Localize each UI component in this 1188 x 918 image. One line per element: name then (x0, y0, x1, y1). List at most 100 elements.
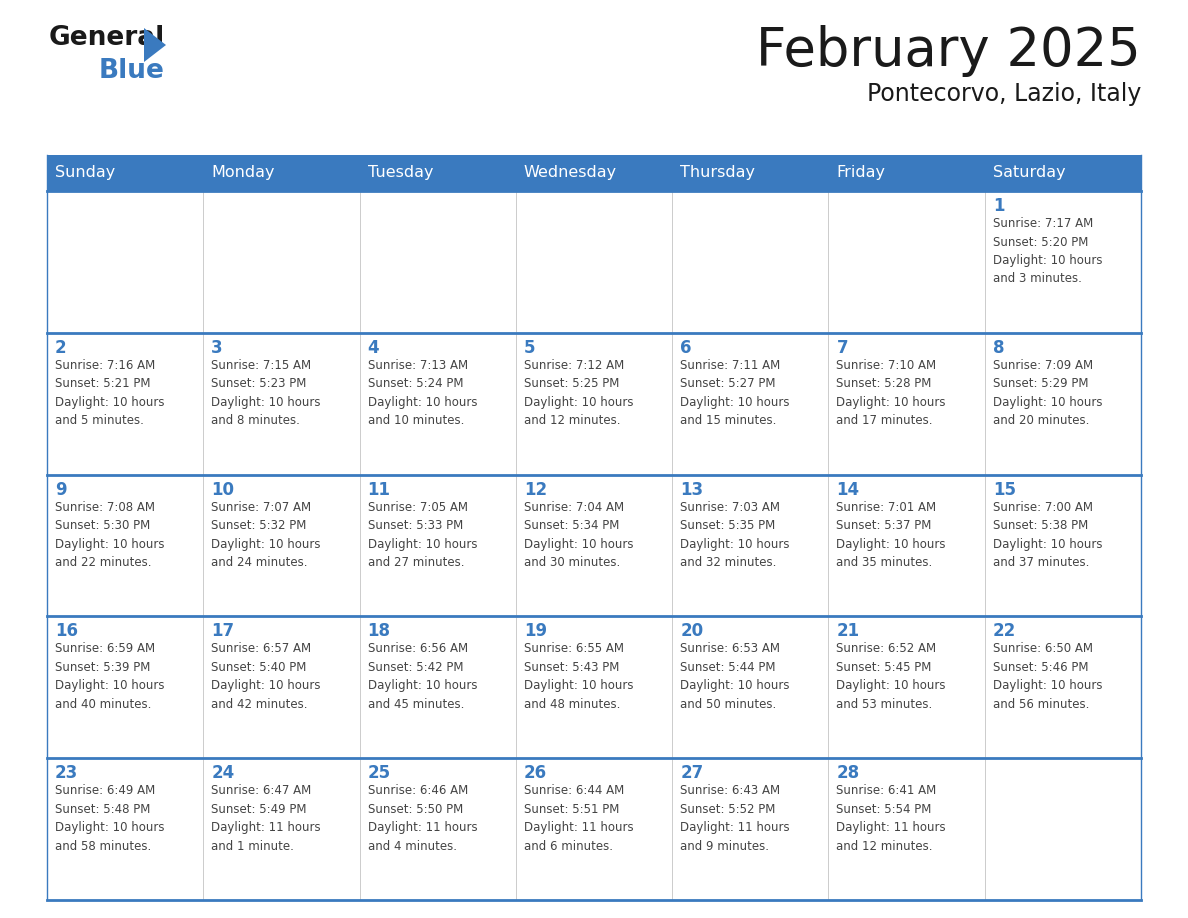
Bar (360, 475, 516, 616)
Text: Sunrise: 7:09 AM
Sunset: 5:29 PM
Daylight: 10 hours
and 20 minutes.: Sunrise: 7:09 AM Sunset: 5:29 PM Dayligh… (993, 359, 1102, 427)
Text: Sunrise: 7:05 AM
Sunset: 5:33 PM
Daylight: 10 hours
and 27 minutes.: Sunrise: 7:05 AM Sunset: 5:33 PM Dayligh… (367, 500, 478, 569)
Bar (985, 475, 1140, 616)
Text: Sunrise: 6:50 AM
Sunset: 5:46 PM
Daylight: 10 hours
and 56 minutes.: Sunrise: 6:50 AM Sunset: 5:46 PM Dayligh… (993, 643, 1102, 711)
Text: Sunrise: 7:12 AM
Sunset: 5:25 PM
Daylight: 10 hours
and 12 minutes.: Sunrise: 7:12 AM Sunset: 5:25 PM Dayligh… (524, 359, 633, 427)
Text: Sunrise: 7:01 AM
Sunset: 5:37 PM
Daylight: 10 hours
and 35 minutes.: Sunrise: 7:01 AM Sunset: 5:37 PM Dayligh… (836, 500, 946, 569)
Bar (360, 616, 516, 758)
Bar (516, 333, 672, 475)
Text: Sunrise: 6:44 AM
Sunset: 5:51 PM
Daylight: 11 hours
and 6 minutes.: Sunrise: 6:44 AM Sunset: 5:51 PM Dayligh… (524, 784, 633, 853)
Text: 8: 8 (993, 339, 1004, 357)
Text: Sunrise: 7:11 AM
Sunset: 5:27 PM
Daylight: 10 hours
and 15 minutes.: Sunrise: 7:11 AM Sunset: 5:27 PM Dayligh… (681, 359, 790, 427)
Text: 19: 19 (524, 622, 546, 641)
Bar (516, 155, 672, 191)
Text: Sunrise: 6:52 AM
Sunset: 5:45 PM
Daylight: 10 hours
and 53 minutes.: Sunrise: 6:52 AM Sunset: 5:45 PM Dayligh… (836, 643, 946, 711)
Text: Pontecorvo, Lazio, Italy: Pontecorvo, Lazio, Italy (866, 82, 1140, 106)
Bar (360, 155, 516, 191)
Text: Sunrise: 6:59 AM
Sunset: 5:39 PM
Daylight: 10 hours
and 40 minutes.: Sunrise: 6:59 AM Sunset: 5:39 PM Dayligh… (55, 643, 164, 711)
Bar (828, 475, 985, 616)
Text: February 2025: February 2025 (757, 25, 1140, 77)
Text: 7: 7 (836, 339, 848, 357)
Text: Blue: Blue (99, 58, 165, 84)
Text: Sunrise: 6:41 AM
Sunset: 5:54 PM
Daylight: 11 hours
and 12 minutes.: Sunrise: 6:41 AM Sunset: 5:54 PM Dayligh… (836, 784, 946, 853)
Bar (48, 616, 203, 758)
Bar (203, 475, 360, 616)
Text: Thursday: Thursday (681, 165, 756, 181)
Text: Sunrise: 7:10 AM
Sunset: 5:28 PM
Daylight: 10 hours
and 17 minutes.: Sunrise: 7:10 AM Sunset: 5:28 PM Dayligh… (836, 359, 946, 427)
Text: 26: 26 (524, 764, 546, 782)
Bar (985, 333, 1140, 475)
Text: 21: 21 (836, 622, 860, 641)
Bar (672, 155, 828, 191)
Bar (203, 155, 360, 191)
Text: 12: 12 (524, 481, 546, 498)
Bar (672, 616, 828, 758)
Text: Sunrise: 6:55 AM
Sunset: 5:43 PM
Daylight: 10 hours
and 48 minutes.: Sunrise: 6:55 AM Sunset: 5:43 PM Dayligh… (524, 643, 633, 711)
Text: 4: 4 (367, 339, 379, 357)
Bar (672, 191, 828, 333)
Text: 24: 24 (211, 764, 234, 782)
Text: 20: 20 (681, 622, 703, 641)
Text: 6: 6 (681, 339, 691, 357)
Bar (48, 155, 203, 191)
Bar (672, 758, 828, 900)
Text: 1: 1 (993, 197, 1004, 215)
Bar (203, 333, 360, 475)
Bar (48, 333, 203, 475)
Text: 22: 22 (993, 622, 1016, 641)
Text: 28: 28 (836, 764, 860, 782)
Text: 15: 15 (993, 481, 1016, 498)
Text: 23: 23 (55, 764, 78, 782)
Bar (48, 758, 203, 900)
Text: 5: 5 (524, 339, 536, 357)
Text: 14: 14 (836, 481, 860, 498)
Bar (360, 758, 516, 900)
Text: 17: 17 (211, 622, 234, 641)
Text: Sunrise: 6:47 AM
Sunset: 5:49 PM
Daylight: 11 hours
and 1 minute.: Sunrise: 6:47 AM Sunset: 5:49 PM Dayligh… (211, 784, 321, 853)
Text: Sunrise: 7:16 AM
Sunset: 5:21 PM
Daylight: 10 hours
and 5 minutes.: Sunrise: 7:16 AM Sunset: 5:21 PM Dayligh… (55, 359, 164, 427)
Text: 18: 18 (367, 622, 391, 641)
Bar (516, 616, 672, 758)
Text: Sunrise: 7:08 AM
Sunset: 5:30 PM
Daylight: 10 hours
and 22 minutes.: Sunrise: 7:08 AM Sunset: 5:30 PM Dayligh… (55, 500, 164, 569)
Text: 16: 16 (55, 622, 78, 641)
Bar (828, 333, 985, 475)
Text: Sunrise: 6:53 AM
Sunset: 5:44 PM
Daylight: 10 hours
and 50 minutes.: Sunrise: 6:53 AM Sunset: 5:44 PM Dayligh… (681, 643, 790, 711)
Text: Sunrise: 7:13 AM
Sunset: 5:24 PM
Daylight: 10 hours
and 10 minutes.: Sunrise: 7:13 AM Sunset: 5:24 PM Dayligh… (367, 359, 478, 427)
Bar (360, 333, 516, 475)
Text: Sunrise: 7:04 AM
Sunset: 5:34 PM
Daylight: 10 hours
and 30 minutes.: Sunrise: 7:04 AM Sunset: 5:34 PM Dayligh… (524, 500, 633, 569)
Text: Monday: Monday (211, 165, 274, 181)
Bar (985, 616, 1140, 758)
Text: 27: 27 (681, 764, 703, 782)
Text: Sunrise: 6:49 AM
Sunset: 5:48 PM
Daylight: 10 hours
and 58 minutes.: Sunrise: 6:49 AM Sunset: 5:48 PM Dayligh… (55, 784, 164, 853)
Bar (985, 155, 1140, 191)
Text: Tuesday: Tuesday (367, 165, 434, 181)
Text: 25: 25 (367, 764, 391, 782)
Bar (672, 333, 828, 475)
Bar (203, 616, 360, 758)
Text: 11: 11 (367, 481, 391, 498)
Bar (203, 191, 360, 333)
Text: 3: 3 (211, 339, 223, 357)
Text: 13: 13 (681, 481, 703, 498)
Text: 10: 10 (211, 481, 234, 498)
Bar (985, 758, 1140, 900)
Bar (516, 191, 672, 333)
Text: Sunrise: 7:17 AM
Sunset: 5:20 PM
Daylight: 10 hours
and 3 minutes.: Sunrise: 7:17 AM Sunset: 5:20 PM Dayligh… (993, 217, 1102, 285)
Bar (516, 758, 672, 900)
Text: Sunrise: 7:15 AM
Sunset: 5:23 PM
Daylight: 10 hours
and 8 minutes.: Sunrise: 7:15 AM Sunset: 5:23 PM Dayligh… (211, 359, 321, 427)
Bar (672, 475, 828, 616)
Bar (828, 155, 985, 191)
Text: Sunrise: 7:07 AM
Sunset: 5:32 PM
Daylight: 10 hours
and 24 minutes.: Sunrise: 7:07 AM Sunset: 5:32 PM Dayligh… (211, 500, 321, 569)
Text: General: General (49, 25, 165, 51)
Bar (985, 191, 1140, 333)
Text: Sunrise: 6:46 AM
Sunset: 5:50 PM
Daylight: 11 hours
and 4 minutes.: Sunrise: 6:46 AM Sunset: 5:50 PM Dayligh… (367, 784, 478, 853)
Bar (360, 191, 516, 333)
Text: Sunrise: 6:57 AM
Sunset: 5:40 PM
Daylight: 10 hours
and 42 minutes.: Sunrise: 6:57 AM Sunset: 5:40 PM Dayligh… (211, 643, 321, 711)
Text: Saturday: Saturday (993, 165, 1066, 181)
Text: Sunrise: 6:56 AM
Sunset: 5:42 PM
Daylight: 10 hours
and 45 minutes.: Sunrise: 6:56 AM Sunset: 5:42 PM Dayligh… (367, 643, 478, 711)
Text: Sunrise: 7:00 AM
Sunset: 5:38 PM
Daylight: 10 hours
and 37 minutes.: Sunrise: 7:00 AM Sunset: 5:38 PM Dayligh… (993, 500, 1102, 569)
Bar (828, 758, 985, 900)
Bar (48, 191, 203, 333)
Text: Friday: Friday (836, 165, 885, 181)
Text: Sunrise: 7:03 AM
Sunset: 5:35 PM
Daylight: 10 hours
and 32 minutes.: Sunrise: 7:03 AM Sunset: 5:35 PM Dayligh… (681, 500, 790, 569)
Text: 2: 2 (55, 339, 67, 357)
